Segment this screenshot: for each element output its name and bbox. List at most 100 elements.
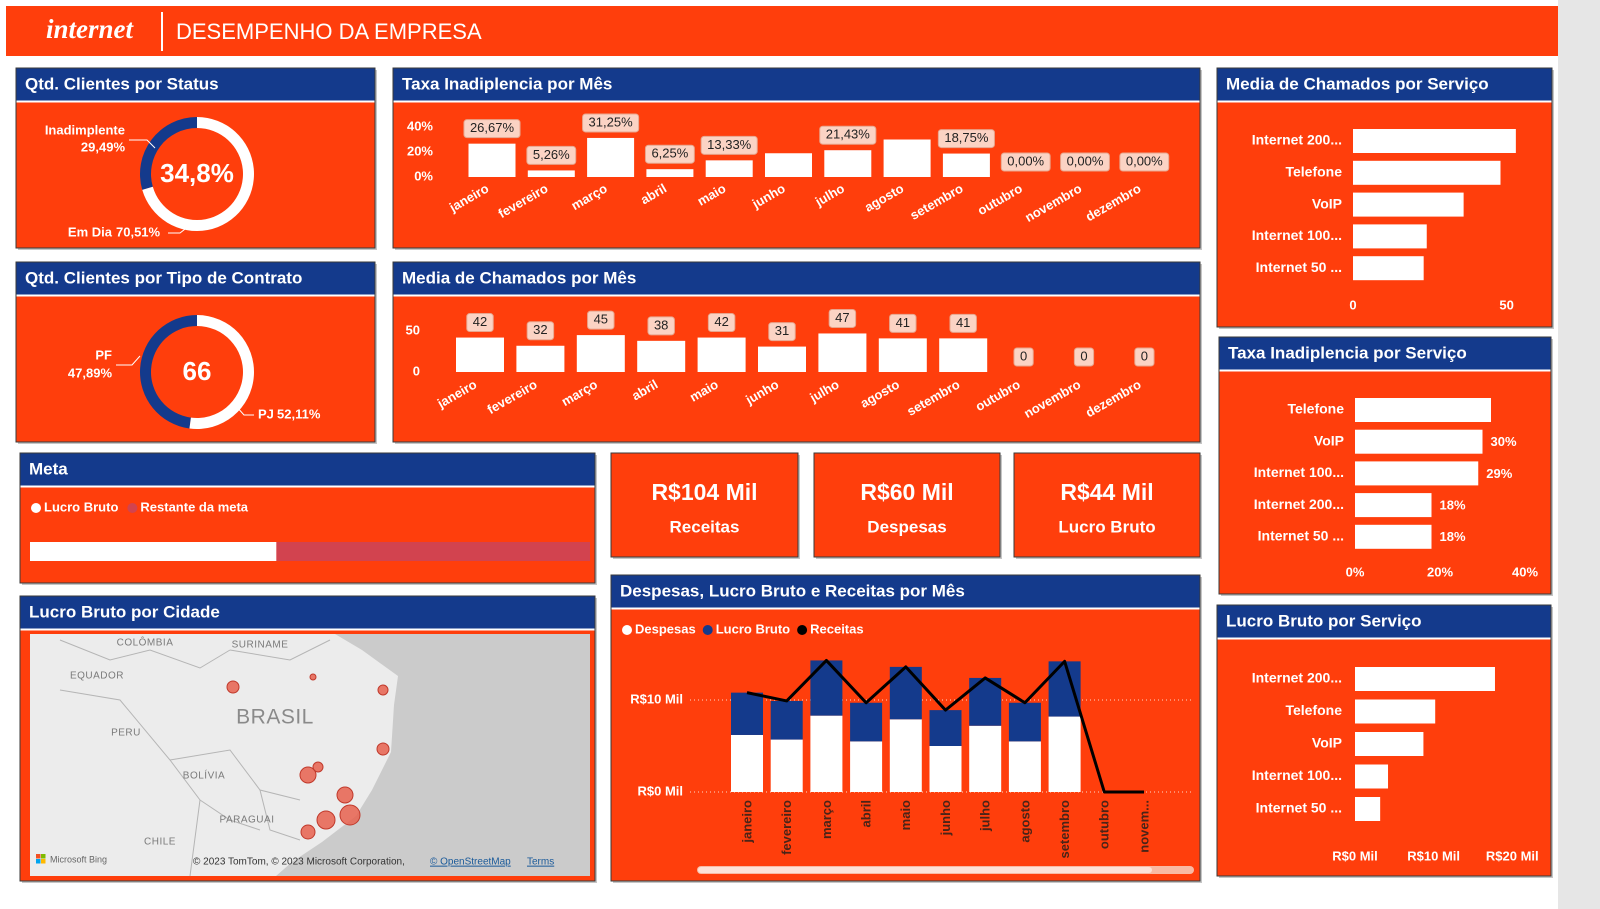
stacked-bar bbox=[1048, 661, 1081, 717]
bar bbox=[1355, 398, 1491, 422]
slice-value-label: 47,89% bbox=[68, 365, 113, 380]
data-label-box bbox=[768, 322, 796, 342]
map-border bbox=[259, 789, 301, 841]
bar bbox=[1355, 429, 1483, 454]
y-tick-label: R$10 Mil bbox=[630, 691, 683, 706]
panel-header bbox=[16, 68, 375, 101]
data-label: 18,75% bbox=[944, 130, 989, 145]
map-border bbox=[229, 639, 331, 661]
map-terms-link[interactable]: Terms bbox=[527, 857, 554, 868]
bar bbox=[646, 169, 694, 177]
x-tick-label: R$0 Mil bbox=[1332, 848, 1378, 863]
panel-title: Taxa Inadiplencia por Serviço bbox=[1228, 343, 1467, 362]
donut-slice bbox=[189, 315, 254, 429]
map-border bbox=[199, 799, 261, 831]
data-label: 13,33% bbox=[707, 137, 752, 152]
panel-header bbox=[20, 453, 595, 486]
side-strip bbox=[1558, 0, 1600, 909]
data-label: 0,00% bbox=[1007, 153, 1044, 168]
map-border bbox=[59, 639, 231, 669]
panel-title: Media de Chamados por Serviço bbox=[1226, 74, 1489, 93]
donut-center-label: 34,8% bbox=[160, 158, 234, 188]
data-label-box bbox=[582, 113, 640, 133]
stacked-bar bbox=[889, 719, 922, 792]
bar bbox=[878, 338, 927, 372]
header-bar bbox=[6, 6, 1558, 56]
panel bbox=[813, 452, 1001, 558]
data-label-box bbox=[1013, 347, 1034, 367]
leader-line bbox=[168, 225, 190, 234]
bar bbox=[942, 153, 990, 177]
map-osm-link[interactable]: © OpenStreetMap bbox=[430, 857, 511, 868]
panel-title: Despesas, Lucro Bruto e Receitas por Mês bbox=[620, 581, 965, 600]
bar bbox=[1355, 732, 1424, 756]
data-label: 26,67% bbox=[470, 120, 515, 135]
map-bubble bbox=[336, 786, 354, 804]
y-category-label: Internet 50 ... bbox=[1258, 528, 1344, 544]
data-label: 31 bbox=[775, 323, 789, 338]
data-label-box bbox=[526, 321, 555, 341]
x-tick-label: agosto bbox=[1017, 800, 1032, 843]
data-label-box bbox=[463, 119, 521, 139]
y-category-label: Telefone bbox=[1285, 702, 1342, 718]
panel-header-rule bbox=[20, 628, 595, 631]
slice-value-label: 52,11% bbox=[277, 406, 321, 421]
x-tick-label: 50 bbox=[1499, 297, 1513, 312]
data-label: 41 bbox=[956, 315, 970, 330]
stacked-bar bbox=[969, 725, 1002, 792]
data-label-box bbox=[1060, 152, 1110, 172]
panel-header-rule bbox=[16, 100, 375, 103]
bar bbox=[516, 345, 565, 372]
map-bubble bbox=[226, 680, 240, 694]
data-label: 30% bbox=[1491, 434, 1517, 449]
y-tick-label: 0% bbox=[414, 168, 433, 183]
logo: internet bbox=[46, 14, 135, 44]
x-tick-label: junho bbox=[938, 800, 953, 836]
y-category-label: Internet 100... bbox=[1252, 767, 1342, 783]
data-label-box bbox=[889, 313, 917, 333]
y-category-label: VoIP bbox=[1312, 735, 1342, 751]
bing-logo bbox=[41, 854, 46, 859]
stacked-bar bbox=[850, 702, 883, 742]
y-category-label: VoIP bbox=[1312, 195, 1342, 211]
y-category-label: Telefone bbox=[1287, 401, 1344, 417]
map-label: BOLÍVIA bbox=[183, 769, 225, 782]
bar bbox=[1355, 797, 1381, 821]
data-label-box bbox=[644, 144, 695, 164]
x-tick-label: abril bbox=[859, 800, 874, 827]
data-label-box bbox=[1119, 152, 1170, 172]
x-tick-label: 40% bbox=[1512, 564, 1538, 579]
panel-header-rule bbox=[1217, 637, 1551, 640]
x-tick-label: 20% bbox=[1427, 564, 1453, 579]
y-category-label: Internet 100... bbox=[1252, 227, 1342, 243]
map-bubble bbox=[377, 684, 389, 696]
x-tick-label: outubro bbox=[1097, 800, 1112, 849]
legend-label: Lucro Bruto bbox=[44, 499, 118, 514]
x-tick-label: 0% bbox=[1346, 564, 1365, 579]
legend-marker bbox=[127, 503, 138, 513]
bar bbox=[587, 137, 635, 177]
y-category-label: Internet 200... bbox=[1252, 132, 1342, 148]
panel-header-rule bbox=[393, 294, 1200, 297]
data-label: 45 bbox=[594, 312, 608, 327]
map-label: PARAGUAI bbox=[220, 815, 275, 826]
x-tick-label: setembro bbox=[1057, 800, 1072, 859]
legend-label: Lucro Bruto bbox=[716, 621, 790, 636]
bar bbox=[637, 340, 686, 372]
panel-title: Qtd. Clientes por Status bbox=[25, 74, 219, 93]
data-label-box bbox=[1000, 152, 1051, 172]
data-label: 18% bbox=[1440, 498, 1466, 513]
stacked-bar bbox=[770, 739, 803, 792]
data-label-box bbox=[828, 308, 857, 328]
data-label: 0 bbox=[1020, 348, 1027, 363]
scrollbar-thumb bbox=[698, 867, 1152, 873]
legend-marker bbox=[702, 625, 713, 635]
line-series bbox=[746, 658, 1144, 794]
data-label-box bbox=[466, 313, 494, 333]
data-label: 42 bbox=[714, 314, 728, 329]
panel-header-rule bbox=[611, 607, 1200, 610]
y-tick-label: 40% bbox=[407, 118, 433, 133]
stacked-bar bbox=[770, 700, 803, 740]
y-category-label: Internet 50 ... bbox=[1256, 259, 1342, 275]
legend-label: Despesas bbox=[635, 621, 696, 636]
